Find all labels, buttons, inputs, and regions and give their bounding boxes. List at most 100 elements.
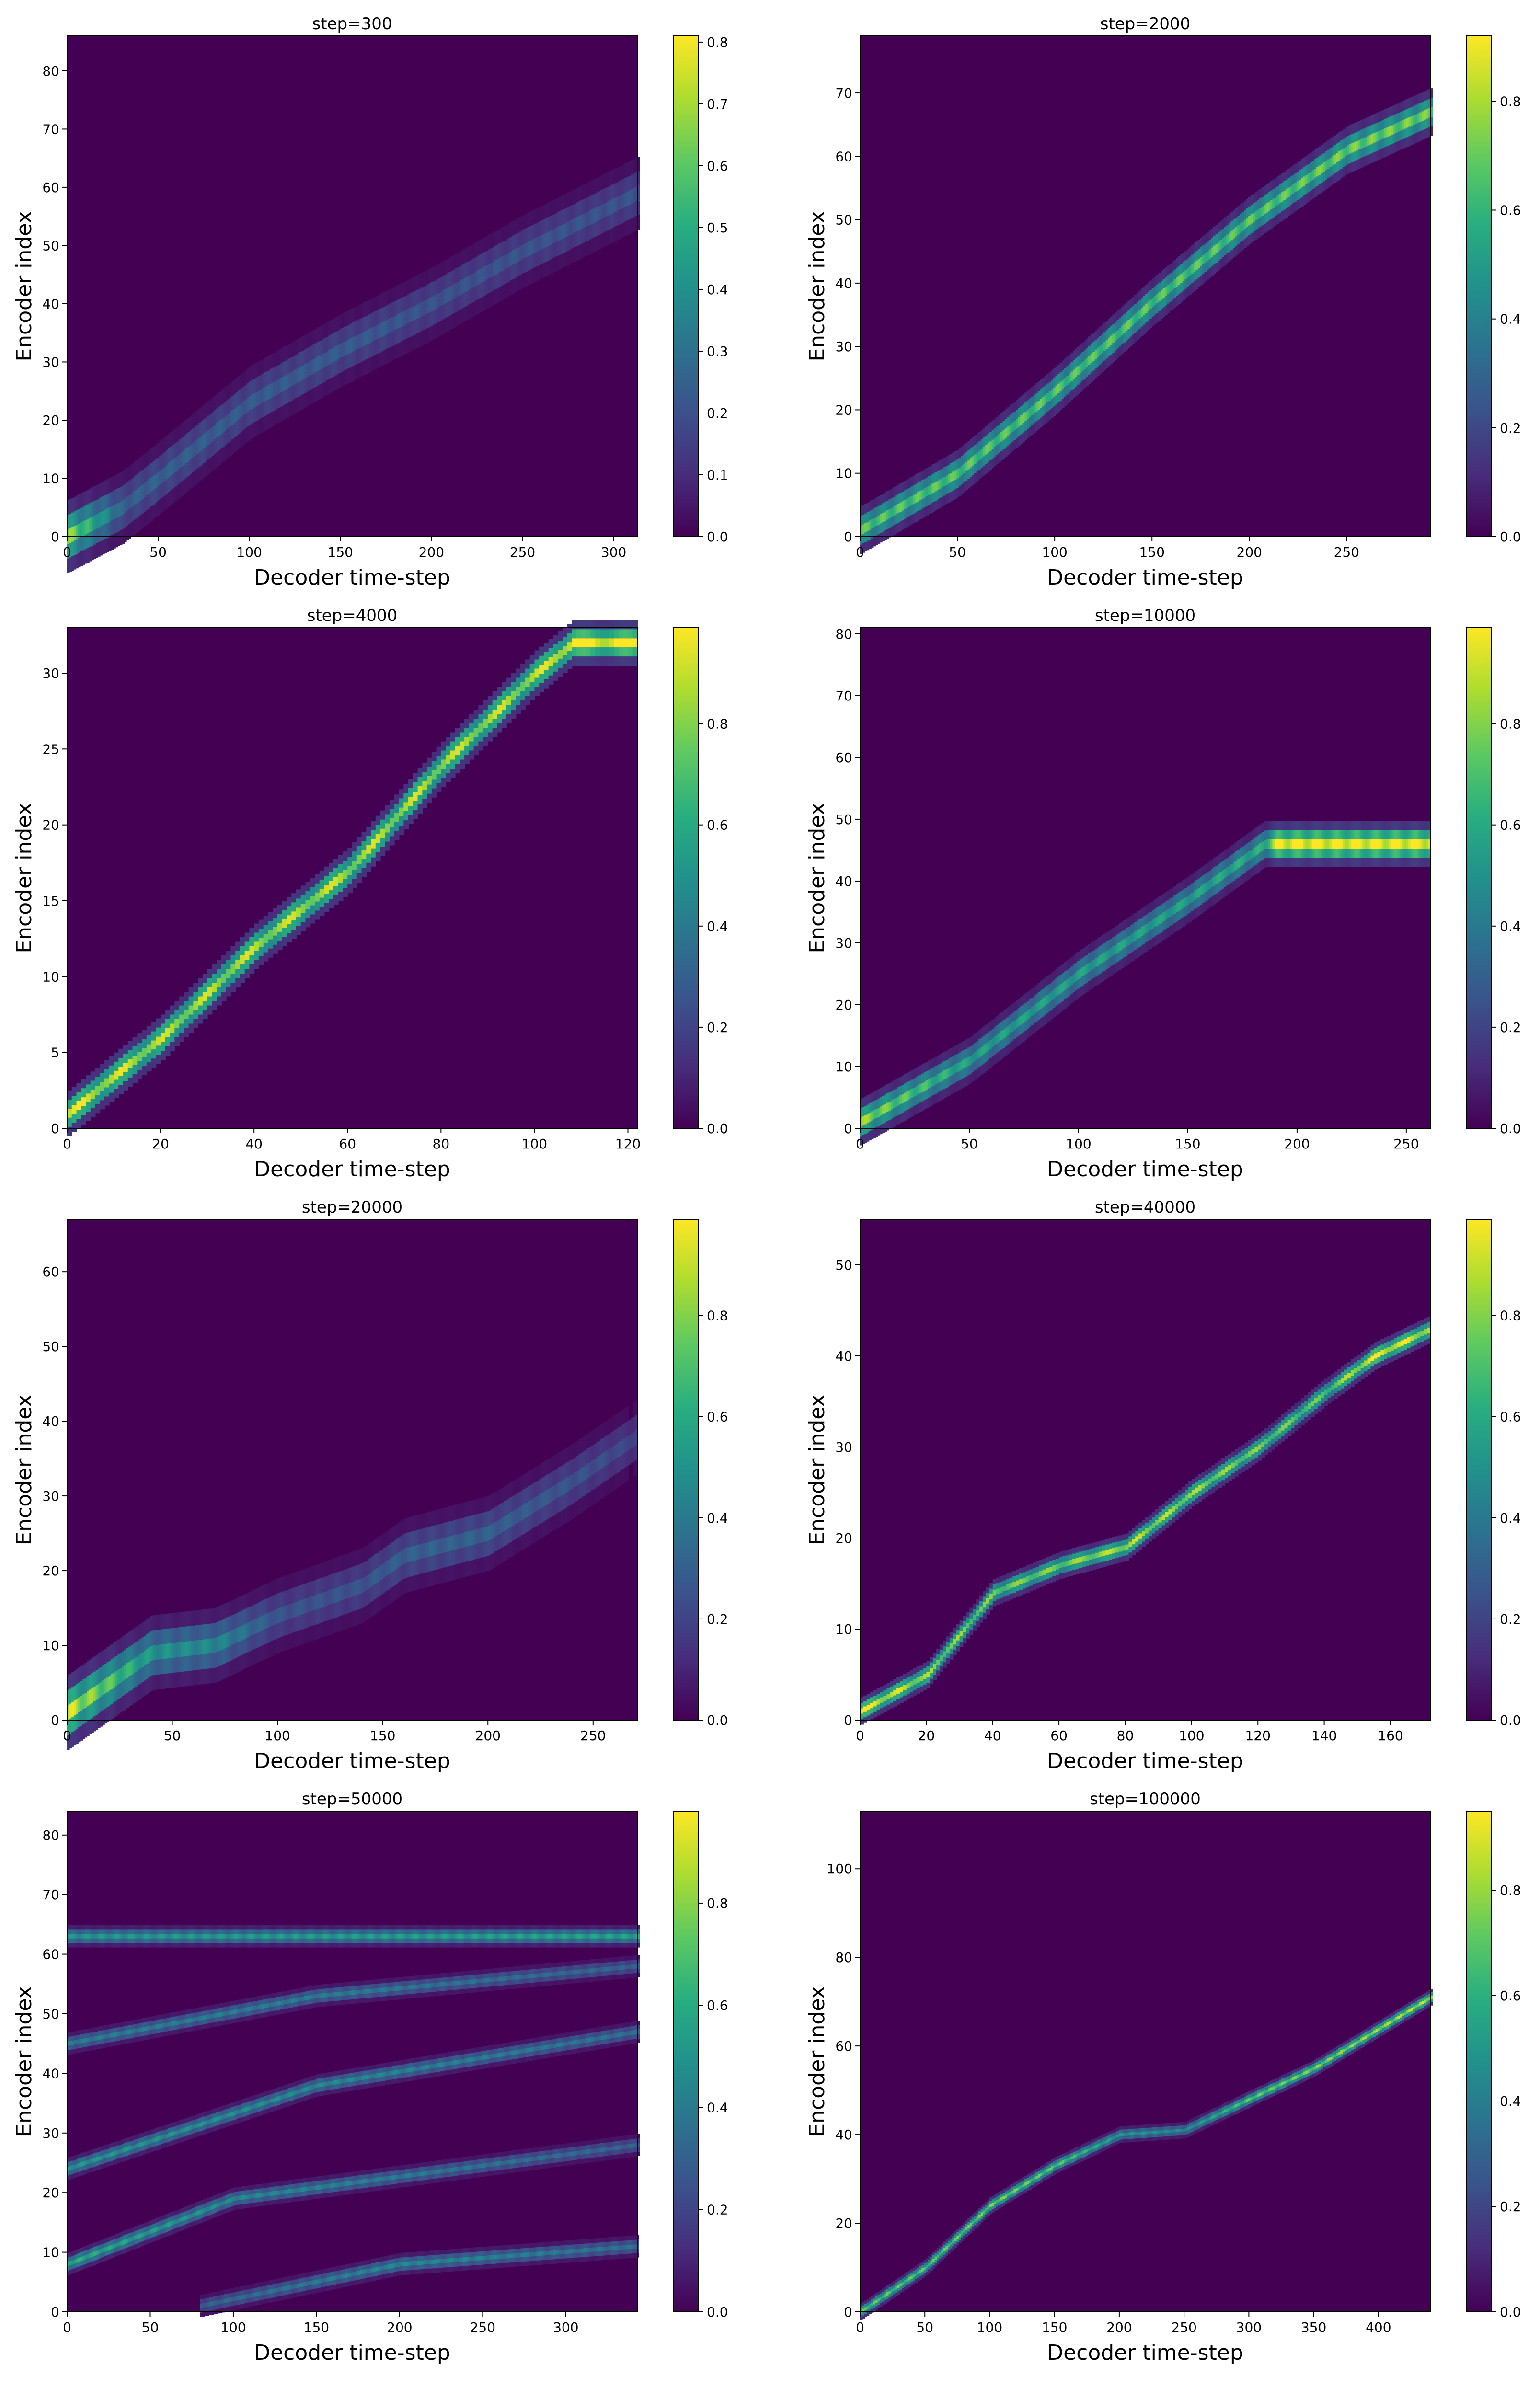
heatmap-cell [510,280,513,295]
heatmap-cell [365,344,368,360]
heatmap-cell [84,491,88,505]
heatmap-cell [1086,376,1089,386]
heatmap-cell [930,484,933,494]
subplot-1: 0 50 100 150 200 250 30001020304050607080step=… [12,14,728,590]
heatmap-cell [236,436,239,450]
heatmap-cell [308,332,311,347]
heatmap-cell [1044,376,1047,386]
heatmap-cell [510,265,513,281]
heatmap-cell [361,831,367,841]
heatmap-cell [91,502,94,517]
heatmap-cell [985,464,988,474]
heatmap-cell [529,664,535,673]
heatmap-cell [93,501,96,516]
heatmap-cell [576,638,582,648]
heatmap-cell [582,213,586,229]
heatmap-cell [950,492,953,502]
heatmap-cell [132,1065,138,1074]
y-tick-label: 10 [42,969,59,985]
heatmap-cell [338,873,344,883]
heatmap-cell [247,397,250,412]
heatmap-cell [919,500,922,510]
heatmap-cell [1024,412,1027,421]
heatmap-cell [877,515,881,525]
heatmap-cell [273,381,276,396]
heatmap-cell [168,463,171,478]
heatmap-cell [73,496,77,512]
heatmap-cell [139,486,142,501]
heatmap-cell [356,334,359,350]
heatmap-cell [556,227,559,242]
heatmap-cell [89,503,92,518]
heatmap-cell [523,243,526,259]
heatmap-cell [279,407,283,422]
heatmap-cell [253,393,256,408]
heatmap-cell [345,369,348,384]
heatmap-cell [460,280,462,295]
heatmap-cell [477,299,480,314]
heatmap-cell [403,811,409,821]
heatmap-cell [499,257,502,272]
heatmap-cell [148,450,151,465]
heatmap-cell [637,200,640,215]
heatmap-cell [572,638,577,648]
heatmap-cell [371,839,376,849]
heatmap-cell [170,432,173,447]
heatmap-cell [157,443,160,458]
heatmap-cell [227,384,230,400]
heatmap-cell [122,515,125,529]
heatmap-cell [380,293,384,308]
heatmap-cell [90,1090,96,1099]
heatmap-cell [437,307,441,322]
y-tick-label: 70 [42,121,59,137]
heatmap-cell [220,419,223,434]
heatmap-cell [943,458,946,468]
heatmap-cell [899,512,902,522]
heatmap-cell [521,230,524,245]
heatmap-cell [282,377,285,391]
heatmap-cell [534,223,537,239]
heatmap-cell [969,439,973,449]
heatmap-cell [193,992,199,1001]
heatmap-cell [994,447,997,457]
heatmap-cell [512,264,515,279]
heatmap-cell [501,227,504,242]
heatmap-cell [172,430,175,445]
axes-frame [67,35,638,537]
heatmap-cell [100,497,103,512]
heatmap-cell [104,539,107,553]
heatmap-cell [341,328,344,343]
heatmap-cell [1092,333,1095,342]
subplot-title: step=300 [312,14,392,34]
heatmap-cell [1062,379,1065,390]
heatmap-cell [222,417,226,432]
heatmap-cell [404,310,408,325]
heatmap-cell [1079,354,1082,364]
heatmap-cell [521,259,524,274]
heatmap-cell [312,388,316,403]
heatmap-cell [1070,381,1073,391]
heatmap-cell [420,287,423,302]
heatmap-cell [866,531,870,541]
heatmap-cell [569,235,572,250]
heatmap-cell [631,174,633,189]
x-tick-label: 200 [1284,1136,1310,1152]
heatmap-cell [296,898,301,908]
heatmap-cell [356,349,359,364]
heatmap-cell [1081,371,1084,381]
heatmap-cell [1068,373,1071,383]
heatmap-cell [506,239,508,254]
heatmap-cell [919,491,922,501]
heatmap-cell [866,503,870,512]
y-tick-label: 30 [42,354,59,370]
heatmap-cell [431,779,437,789]
heatmap-cell [431,297,434,311]
y-tick-label: 0 [844,529,852,545]
heatmap-cell [100,526,103,541]
heatmap-cell [507,252,511,267]
colorbar-tick-label: 0.4 [707,918,728,934]
heatmap-cell [240,937,245,946]
heatmap-cell [374,340,377,355]
heatmap-cell [184,1001,189,1010]
heatmap-cell [396,300,399,315]
